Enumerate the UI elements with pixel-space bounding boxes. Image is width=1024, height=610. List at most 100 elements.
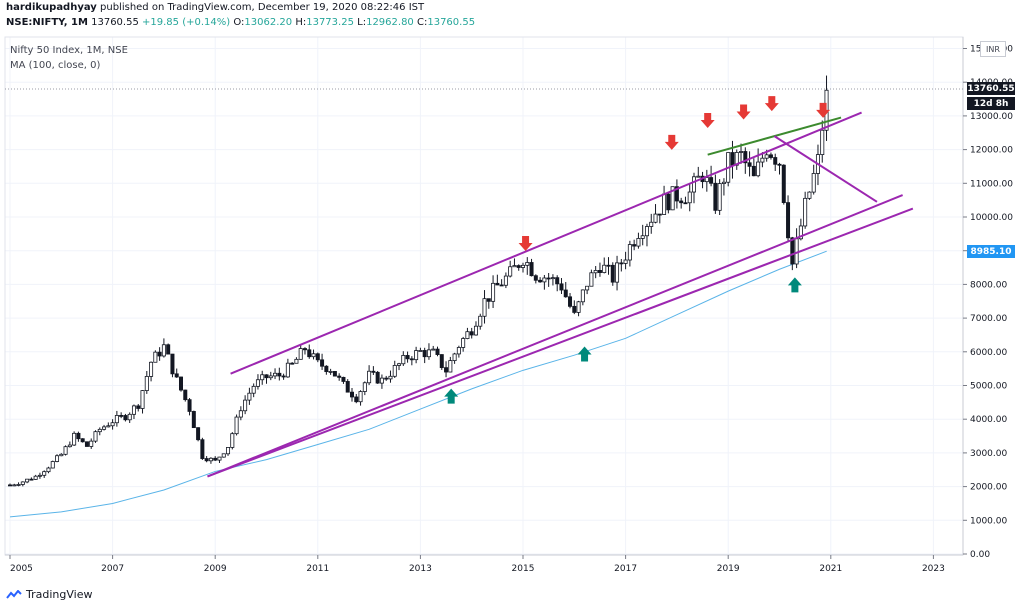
candle-up <box>217 456 222 461</box>
candle-down <box>170 353 175 375</box>
candle-down <box>786 202 791 239</box>
candle-up <box>456 347 461 355</box>
legend-title[interactable]: Nifty 50 Index, 1M, NSE <box>10 45 128 56</box>
candle-up <box>72 432 77 446</box>
candle-down <box>632 244 637 247</box>
candle-up <box>807 191 812 199</box>
x-tick-label: 2017 <box>614 564 637 574</box>
candle-down <box>29 478 34 481</box>
candle-down <box>307 349 312 358</box>
candle-down <box>178 376 183 391</box>
sell-arrow-icon <box>518 235 533 251</box>
candle-down <box>683 202 688 205</box>
candle-down <box>136 405 141 409</box>
candle-down <box>435 348 440 355</box>
candle-up <box>144 376 149 391</box>
candle-down <box>290 362 295 365</box>
buy-arrow-icon <box>577 346 592 362</box>
open-label: O: <box>233 17 245 28</box>
candle-up <box>33 475 38 480</box>
sell-arrow-icon <box>764 96 779 112</box>
channel-lower-2 <box>207 207 914 478</box>
candle-up <box>550 277 555 280</box>
candle-down <box>529 262 534 277</box>
candle-down <box>371 370 376 373</box>
candle-up <box>127 413 132 421</box>
candle-up <box>25 478 30 483</box>
candle-up <box>59 453 64 457</box>
candle-up <box>448 360 453 373</box>
candle-down <box>747 162 752 167</box>
buy-arrow-icon <box>444 388 459 404</box>
candle-up <box>247 392 252 401</box>
high-value: 13773.25 <box>306 17 354 28</box>
change-value: +19.85 (+0.14%) <box>142 17 231 28</box>
candle-up <box>615 262 620 283</box>
candle-up <box>251 385 256 394</box>
currency-badge[interactable]: INR <box>980 41 1006 57</box>
candle-up <box>161 344 166 357</box>
candle-up <box>426 349 431 358</box>
candle-down <box>516 265 521 268</box>
y-tick-label: 1000.00 <box>970 516 1007 526</box>
candle-down <box>563 289 568 298</box>
candle-down <box>679 200 684 204</box>
candle-up <box>692 176 697 193</box>
tradingview-logo-icon <box>6 589 22 600</box>
candle-down <box>486 298 491 302</box>
candle-down <box>597 270 602 273</box>
candle-up <box>512 265 517 268</box>
x-tick-label: 2005 <box>10 564 33 574</box>
candle-down <box>422 350 427 358</box>
candle-up <box>662 193 667 215</box>
candle-up <box>234 416 239 435</box>
candle-up <box>696 175 701 178</box>
candle-up <box>311 353 316 358</box>
y-tick-label: 5000.00 <box>970 382 1007 392</box>
candle-down <box>546 277 551 280</box>
candle-up <box>473 325 478 336</box>
candle-down <box>610 264 615 283</box>
candle-down <box>768 154 773 158</box>
high-label: H: <box>295 17 307 28</box>
candle-down <box>320 359 325 367</box>
author-name[interactable]: hardikupadhyay <box>6 2 97 13</box>
candle-down <box>384 377 389 380</box>
candle-up <box>140 390 145 409</box>
candle-up <box>298 348 303 360</box>
candle-up <box>452 353 457 361</box>
y-tick-label: 2000.00 <box>970 483 1007 493</box>
candle-down <box>709 177 714 184</box>
candle-up <box>102 426 107 430</box>
candle-up <box>397 363 402 366</box>
legend-indicator[interactable]: MA (100, close, 0) <box>10 60 101 71</box>
candle-down <box>572 305 577 313</box>
candle-up <box>764 154 769 159</box>
candle-up <box>392 365 397 377</box>
chart-grid <box>5 37 963 555</box>
close-label: C: <box>416 17 428 28</box>
candle-up <box>379 377 384 384</box>
open-value: 13062.20 <box>244 17 293 28</box>
y-tick-label: 11000.00 <box>970 179 1013 189</box>
channel-upper <box>230 111 862 375</box>
candle-up <box>623 259 628 264</box>
candle-up <box>238 410 243 418</box>
candle-up <box>93 431 98 442</box>
tradingview-brand: TradingView <box>26 588 93 601</box>
y-tick-label: 8000.00 <box>970 280 1007 290</box>
candle-up <box>110 422 115 427</box>
candle-up <box>580 289 585 303</box>
candle-up <box>42 471 47 476</box>
candle-up <box>418 350 423 352</box>
candle-up <box>226 447 231 455</box>
candle-down <box>777 163 782 166</box>
tradingview-logo[interactable]: TradingView <box>6 588 92 601</box>
candle-up <box>362 382 367 392</box>
candle-up <box>16 484 21 486</box>
candle-down <box>341 376 346 382</box>
candle-down <box>324 365 329 373</box>
candle-up <box>602 264 607 273</box>
y-tick-label: 4000.00 <box>970 415 1007 425</box>
